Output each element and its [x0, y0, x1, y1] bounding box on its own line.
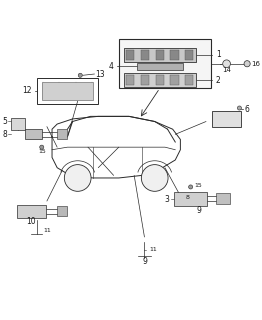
- Text: 16: 16: [251, 61, 260, 67]
- Circle shape: [244, 61, 250, 67]
- Bar: [42, 82, 93, 100]
- Text: 15: 15: [38, 149, 46, 154]
- Text: 8: 8: [185, 195, 189, 200]
- Bar: [57, 206, 67, 216]
- Bar: [37, 78, 98, 104]
- Text: 12: 12: [22, 86, 31, 95]
- Bar: [11, 118, 25, 130]
- Bar: [212, 111, 241, 127]
- Circle shape: [78, 73, 82, 77]
- Bar: [171, 76, 179, 85]
- Bar: [156, 76, 164, 85]
- Text: 9: 9: [196, 206, 201, 215]
- Bar: [124, 48, 196, 62]
- Bar: [119, 39, 211, 88]
- Circle shape: [64, 164, 91, 191]
- Circle shape: [189, 185, 193, 189]
- Bar: [124, 73, 196, 87]
- Bar: [126, 50, 134, 60]
- Text: 11: 11: [43, 228, 51, 233]
- Text: 3: 3: [165, 195, 170, 204]
- Text: 11: 11: [150, 247, 157, 252]
- Bar: [25, 129, 42, 140]
- Bar: [137, 63, 183, 69]
- Text: 10: 10: [27, 217, 36, 226]
- Circle shape: [40, 145, 44, 149]
- Text: 4: 4: [109, 62, 114, 71]
- Text: 14: 14: [222, 67, 231, 73]
- Circle shape: [237, 106, 242, 110]
- Bar: [174, 192, 207, 206]
- Circle shape: [223, 60, 231, 68]
- Text: 6: 6: [244, 105, 249, 114]
- Text: 13: 13: [96, 69, 105, 78]
- Text: 9: 9: [142, 257, 147, 266]
- Bar: [171, 50, 179, 60]
- Text: 15: 15: [194, 183, 202, 188]
- Text: 2: 2: [216, 76, 221, 85]
- Bar: [185, 76, 193, 85]
- Bar: [141, 76, 149, 85]
- Bar: [17, 205, 46, 218]
- Bar: [57, 129, 67, 140]
- Text: 1: 1: [216, 50, 221, 59]
- Text: 5: 5: [2, 117, 7, 126]
- Bar: [156, 50, 164, 60]
- Bar: [126, 76, 134, 85]
- Text: 8: 8: [2, 130, 7, 139]
- Bar: [141, 50, 149, 60]
- Circle shape: [141, 164, 168, 191]
- Bar: [185, 50, 193, 60]
- Bar: [216, 193, 231, 204]
